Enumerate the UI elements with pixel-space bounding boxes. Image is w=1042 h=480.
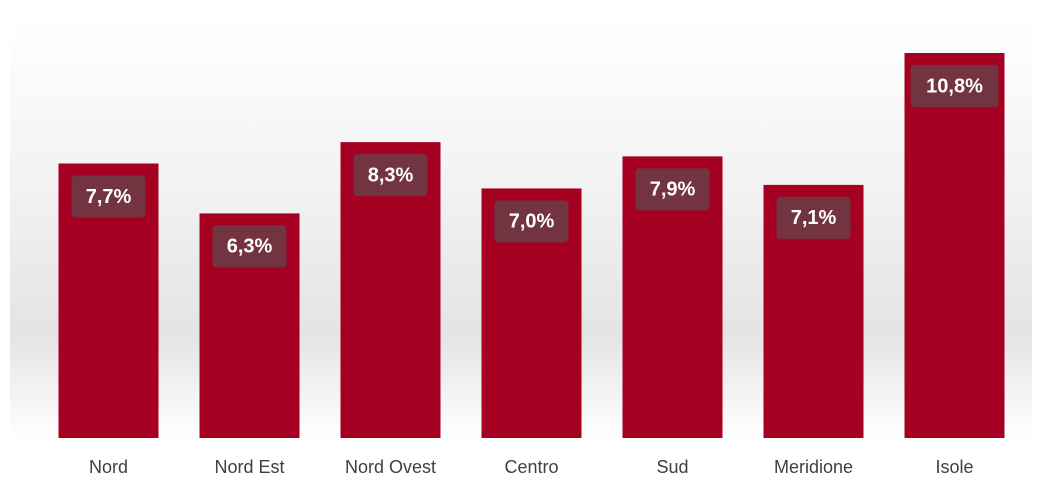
value-label: 7,9% <box>650 179 696 201</box>
x-tick-label: Nord Est <box>214 457 284 477</box>
value-label: 7,1% <box>791 207 837 229</box>
bar <box>904 53 1005 438</box>
value-label: 10,8% <box>926 75 983 97</box>
x-tick-label: Meridione <box>774 457 853 477</box>
value-label-box <box>71 175 146 218</box>
value-label: 7,7% <box>86 186 132 208</box>
value-label-box <box>776 196 851 239</box>
x-tick-label: Nord Ovest <box>345 457 436 477</box>
value-label-box <box>494 200 569 243</box>
x-tick-label: Isole <box>935 457 973 477</box>
value-label: 8,3% <box>368 164 414 186</box>
x-tick-label: Nord <box>89 457 128 477</box>
value-label: 6,3% <box>227 236 273 258</box>
value-label-box <box>353 154 428 197</box>
x-tick-label: Centro <box>504 457 558 477</box>
value-label-box <box>910 65 999 107</box>
value-label: 7,0% <box>509 211 555 233</box>
x-tick-label: Sud <box>656 457 688 477</box>
value-label-box <box>635 168 710 211</box>
value-label-box <box>212 225 287 268</box>
